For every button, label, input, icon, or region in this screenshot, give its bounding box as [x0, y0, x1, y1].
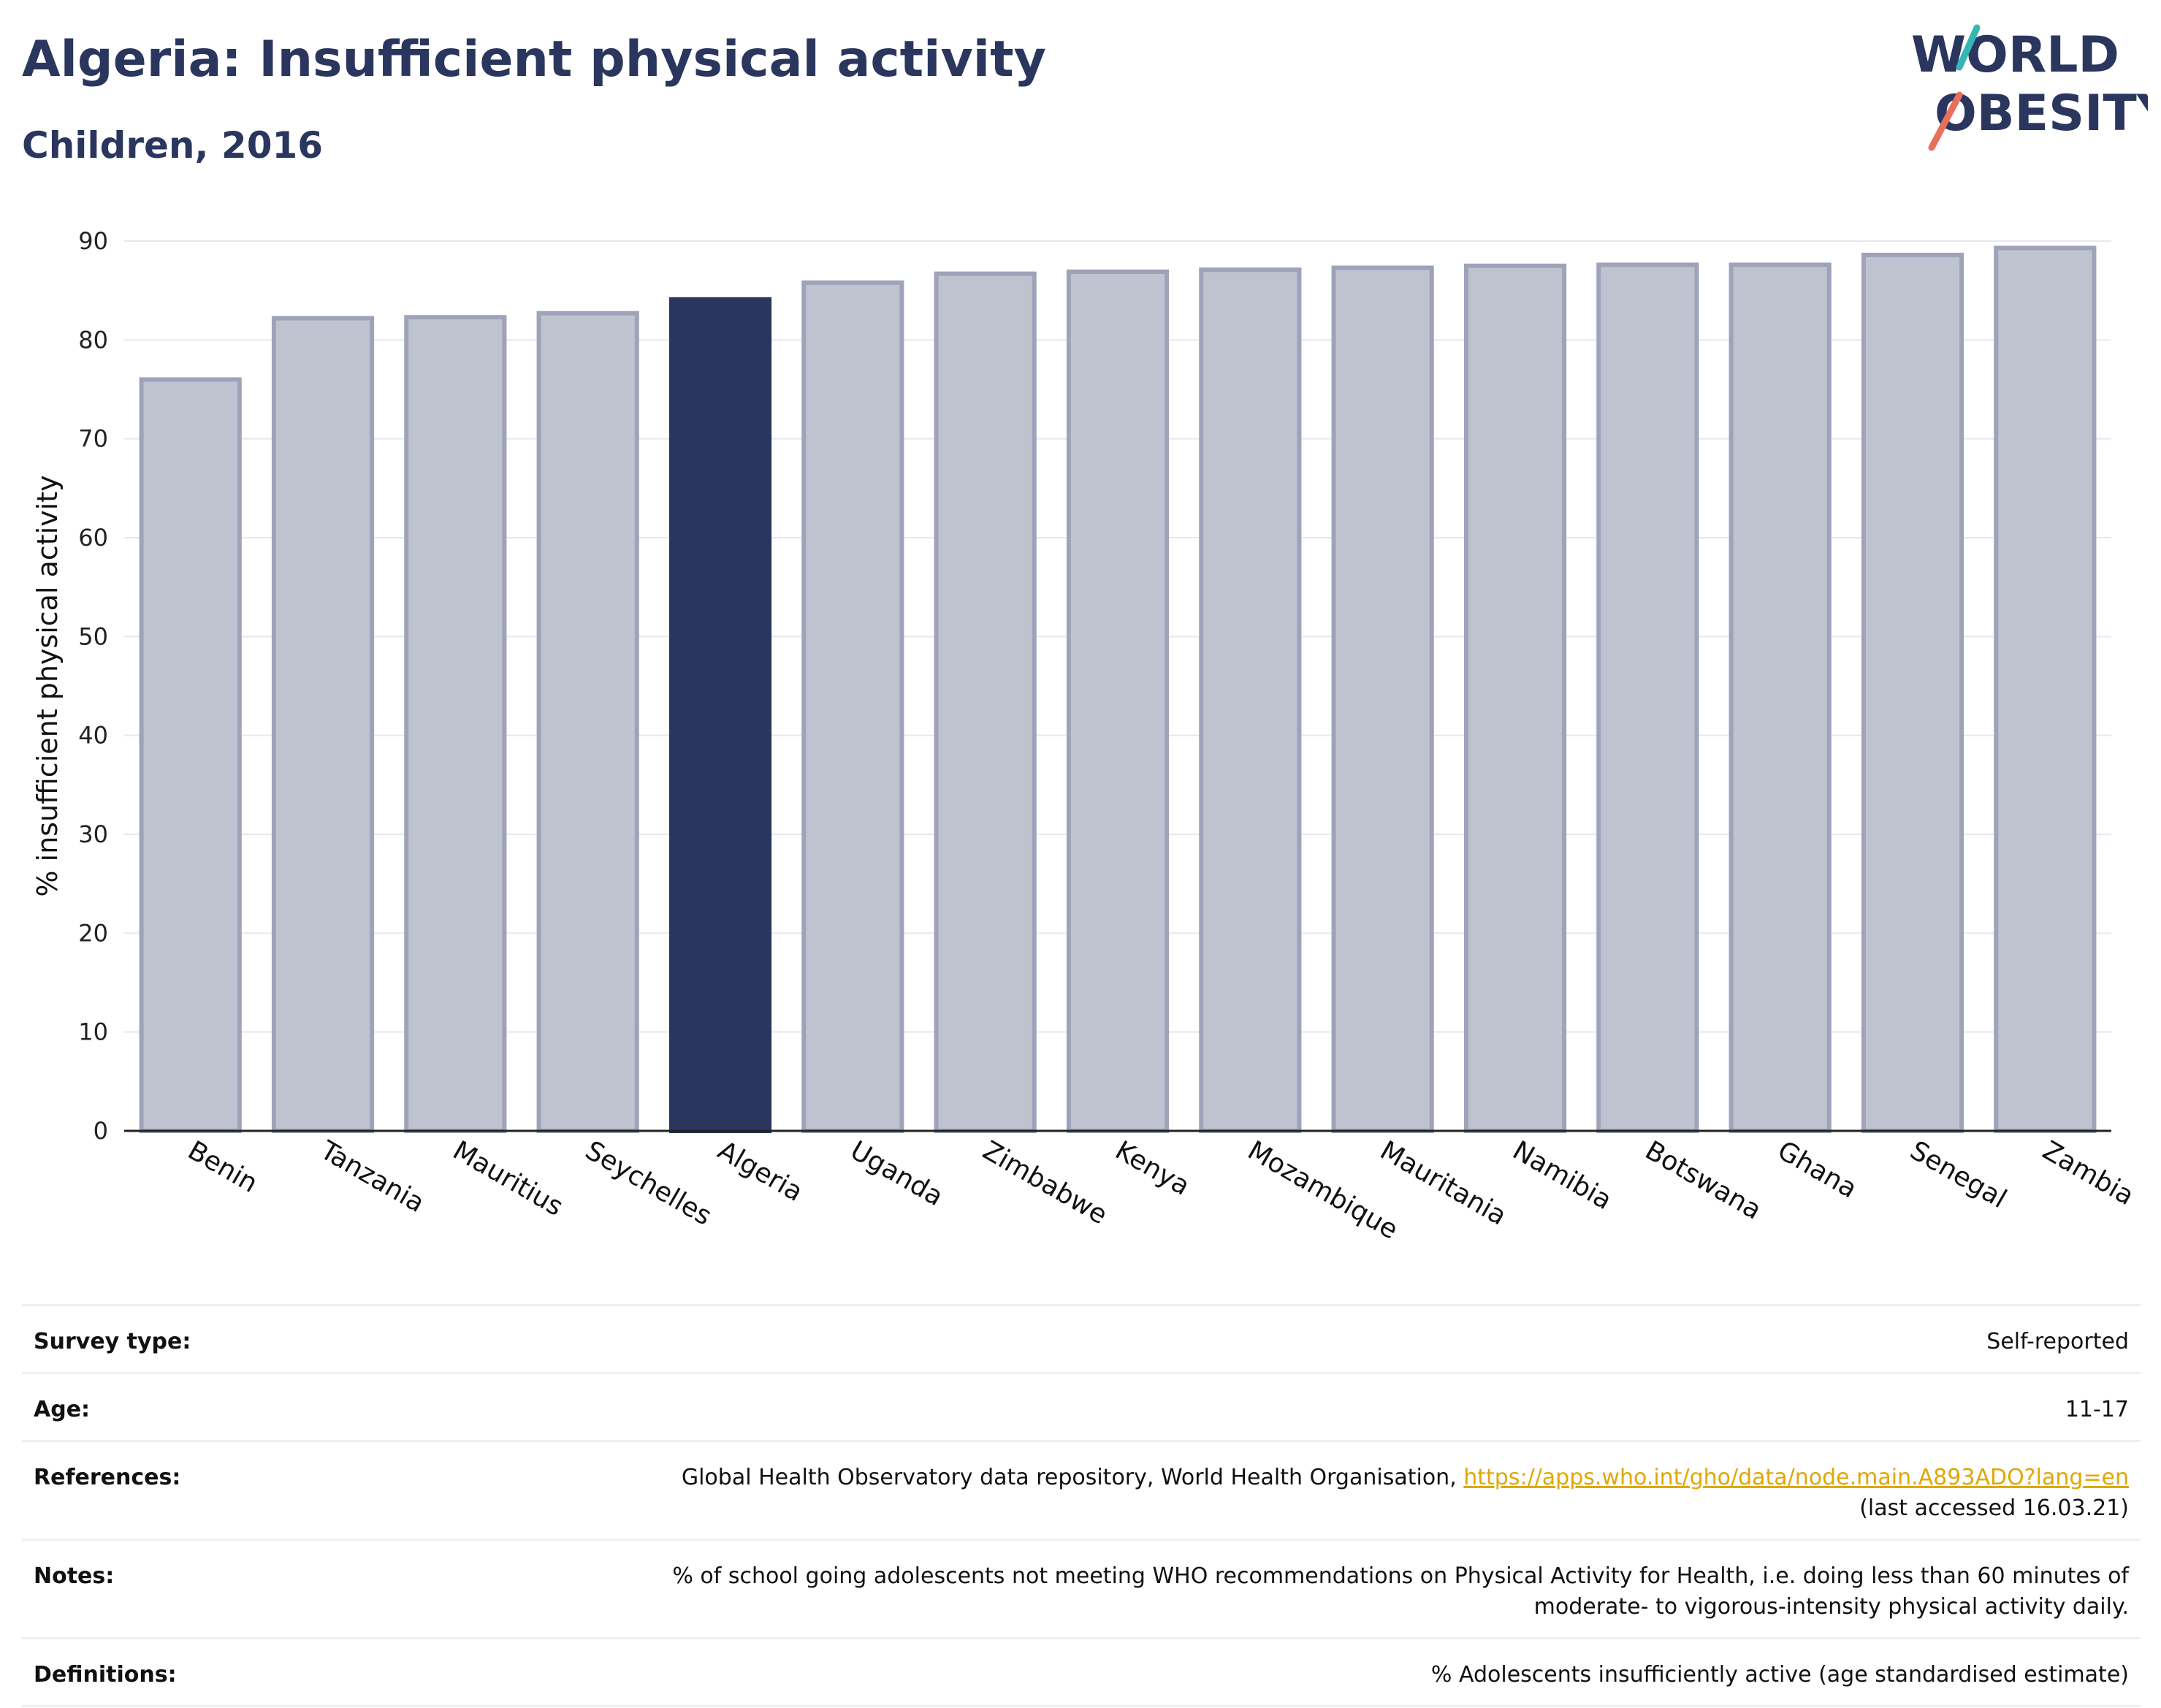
bar: [1331, 265, 1434, 1133]
logo-text-obesity: OBESITY: [1935, 85, 2148, 142]
chart-title: Algeria: Insufficient physical activity: [22, 31, 1046, 88]
y-tick-label: 60: [78, 524, 108, 552]
logo-text-world: WORLD: [1911, 26, 2119, 84]
x-tick-label: Tanzania: [315, 1135, 430, 1219]
x-tick-label: Algeria: [713, 1135, 808, 1208]
x-tick-label: Ghana: [1772, 1135, 1861, 1204]
x-tick-label: Mauritius: [448, 1135, 568, 1222]
notes-line-2: moderate- to vigorous-intensity physical…: [1533, 1594, 2129, 1620]
x-tick-label: Zimbabwe: [977, 1135, 1112, 1230]
x-tick-label: Benin: [183, 1135, 262, 1199]
definitions-label: Definitions:: [34, 1662, 177, 1688]
survey-type-label: Survey type:: [34, 1329, 191, 1354]
y-tick-label: 30: [78, 820, 108, 848]
notes-label: Notes:: [34, 1563, 115, 1589]
world-obesity-logo: WORLD OBESITY: [1911, 24, 2148, 151]
y-tick-label: 90: [78, 227, 108, 255]
survey-type-value: Self-reported: [1986, 1329, 2129, 1354]
x-tick-label: Kenya: [1110, 1135, 1195, 1202]
y-tick-label: 40: [78, 722, 108, 750]
y-tick-label: 20: [78, 919, 108, 947]
bar: [1463, 263, 1567, 1133]
y-tick-label: 0: [94, 1117, 108, 1145]
bar: [801, 280, 904, 1134]
bar: [1199, 267, 1302, 1133]
bar-highlight: [668, 297, 772, 1133]
meta-row-notes: Notes: % of school going adolescents not…: [22, 1539, 2141, 1637]
x-tick-label: Uganda: [845, 1135, 948, 1212]
references-text: Global Health Observatory data repositor…: [681, 1465, 1464, 1490]
bar: [1066, 269, 1170, 1133]
age-value: 11-17: [2065, 1397, 2129, 1422]
bar: [536, 310, 639, 1133]
x-tick-label: Namibia: [1508, 1135, 1617, 1216]
references-accessed: (last accessed 16.03.21): [1859, 1495, 2129, 1521]
references-link[interactable]: https://apps.who.int/gho/data/node.main.…: [1463, 1465, 2129, 1490]
bar-chart: 0 10 20 30 40 50 60 70 80 90 Benin Tanzania Mauritiu…: [31, 227, 2139, 1246]
y-tick-label: 10: [78, 1018, 108, 1046]
y-tick-label: 50: [78, 622, 108, 650]
notes-value: % of school going adolescents not meetin…: [114, 1561, 2129, 1623]
bar: [404, 315, 507, 1133]
y-tick-label: 80: [78, 326, 108, 354]
references-label: References:: [34, 1465, 181, 1490]
bar: [271, 316, 375, 1133]
bar: [1596, 262, 1699, 1134]
y-tick-label: 70: [78, 425, 108, 453]
bar: [139, 377, 242, 1133]
meta-row-definitions: Definitions: % Adolescents insufficientl…: [22, 1637, 2141, 1707]
references-value: Global Health Observatory data repositor…: [180, 1463, 2129, 1524]
y-axis-label: % insufficient physical activity: [31, 475, 64, 896]
logo-slash-coral: [1928, 91, 1963, 151]
metadata-table: Survey type: Self-reported Age: 11-17 Re…: [22, 1304, 2141, 1707]
x-tick-label: Botswana: [1640, 1135, 1766, 1225]
bar: [1994, 245, 2097, 1133]
x-tick-label: Senegal: [1905, 1135, 2012, 1214]
meta-row-survey-type: Survey type: Self-reported: [22, 1304, 2141, 1372]
meta-row-references: References: Global Health Observatory da…: [22, 1440, 2141, 1539]
x-tick-label: Zambia: [2038, 1135, 2139, 1211]
bar: [1729, 262, 1832, 1134]
bar: [1861, 252, 1964, 1134]
age-label: Age:: [34, 1397, 91, 1422]
bar: [934, 271, 1037, 1133]
definitions-value: % Adolescents insufficiently active (age…: [1430, 1662, 2129, 1688]
x-tick-label: Mozambique: [1243, 1135, 1403, 1245]
meta-row-age: Age: 11-17: [22, 1372, 2141, 1440]
logo-slash-teal: [1956, 24, 1981, 71]
x-tick-label: Seychelles: [580, 1135, 717, 1231]
notes-line-1: % of school going adolescents not meetin…: [672, 1563, 2129, 1589]
chart-subtitle: Children, 2016: [22, 124, 324, 167]
